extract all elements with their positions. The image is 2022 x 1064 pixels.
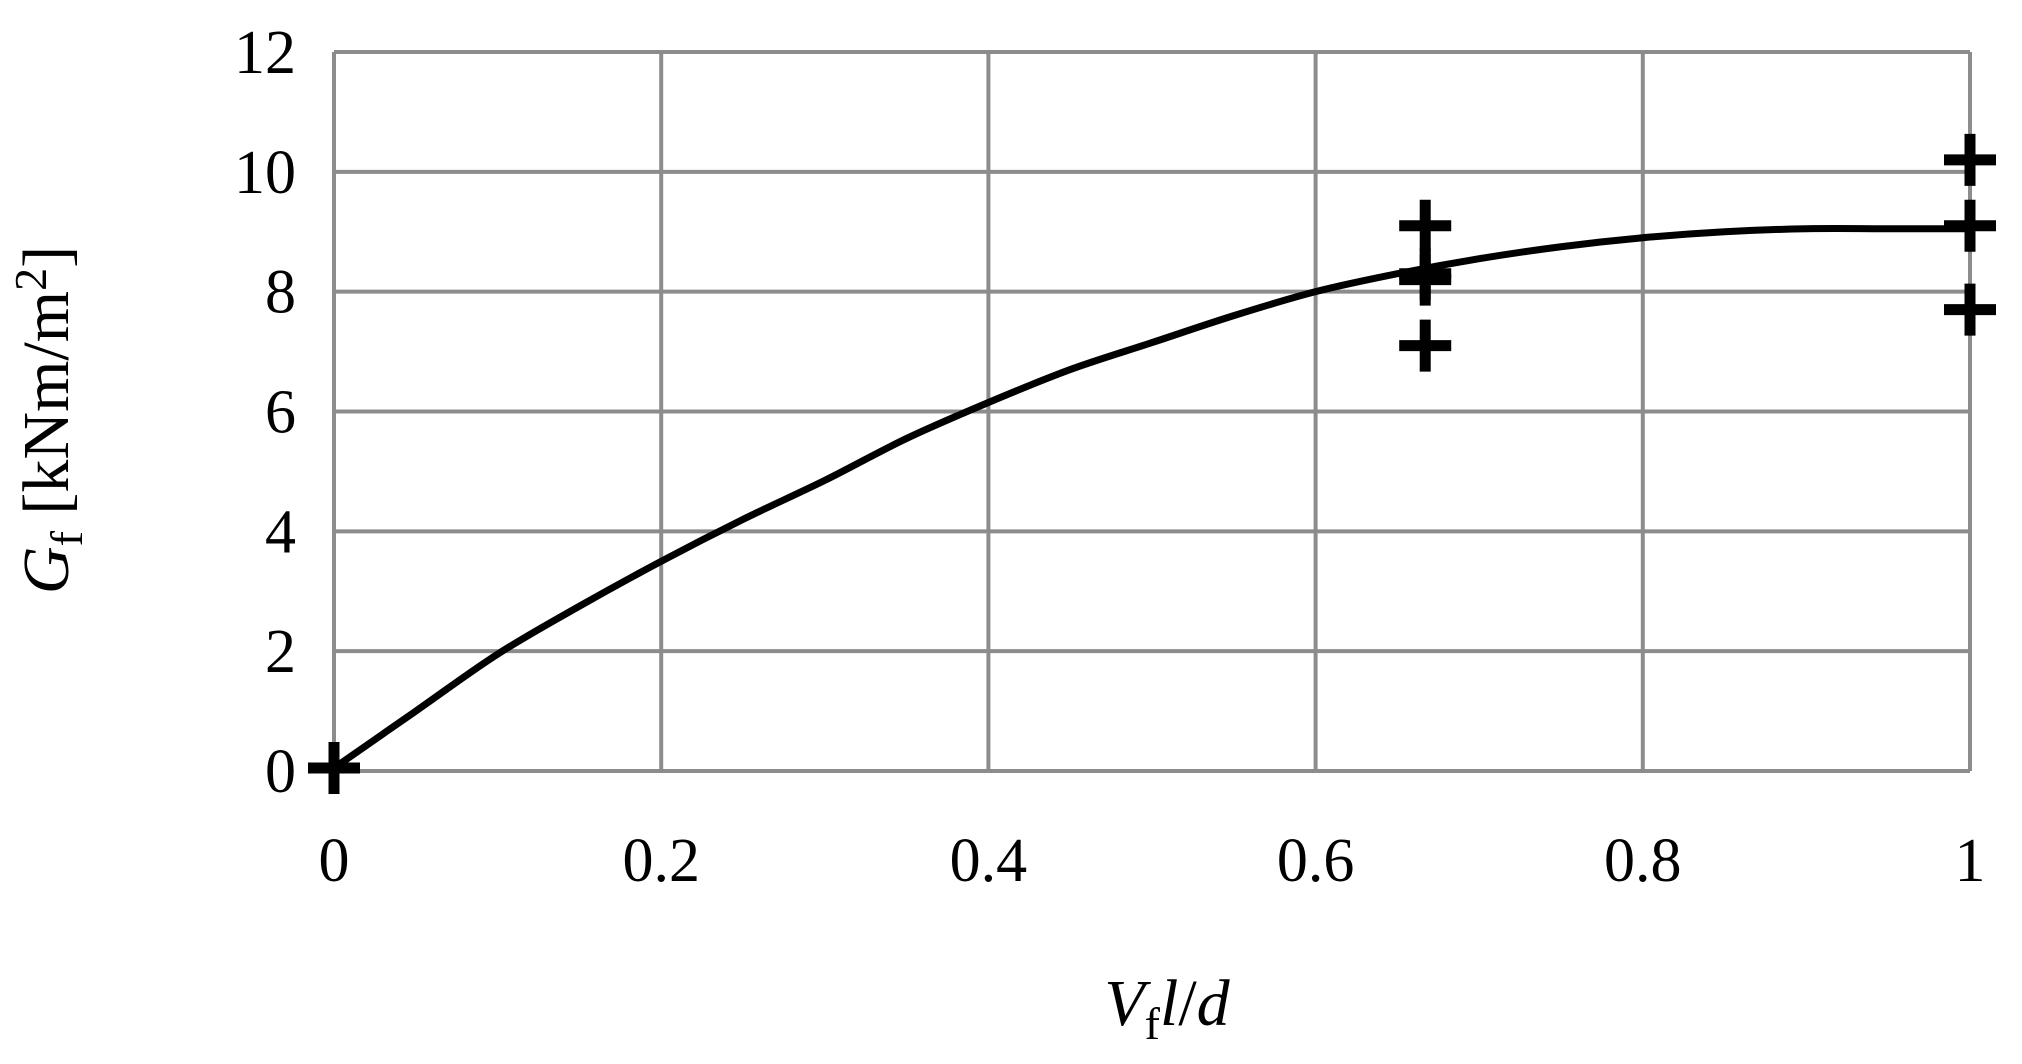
y-tick-labels: 0 2 4 6 8 10 12 bbox=[234, 19, 296, 806]
y-tick-label: 8 bbox=[265, 259, 296, 327]
y-axis-title-subscript: f bbox=[41, 530, 92, 546]
y-axis-title-unit: [kNm/m bbox=[10, 291, 83, 531]
x-tick-label: 0 bbox=[319, 827, 350, 895]
data-point-plus bbox=[1944, 199, 1996, 252]
x-tick-label: 0.8 bbox=[1604, 827, 1682, 895]
data-point-plus bbox=[1944, 133, 1996, 186]
y-axis-title-main: G bbox=[10, 546, 83, 594]
y-axis-title-unit-superscript: 2 bbox=[5, 268, 56, 291]
grid-layer bbox=[332, 50, 1972, 773]
data-point-plus bbox=[1399, 253, 1452, 306]
x-axis-title-main: V bbox=[1104, 967, 1151, 1040]
data-points-layer bbox=[308, 133, 1996, 795]
fit-curve-layer bbox=[330, 225, 1974, 772]
x-axis-title-tail: d bbox=[1197, 967, 1231, 1040]
y-tick-label: 10 bbox=[234, 139, 296, 207]
y-tick-label: 6 bbox=[265, 379, 296, 447]
fit-curve bbox=[330, 225, 1974, 772]
x-tick-labels: 0 0.2 0.4 0.6 0.8 1 bbox=[319, 827, 1986, 895]
x-axis-title-var: l bbox=[1160, 967, 1178, 1040]
x-tick-label: 1 bbox=[1955, 827, 1986, 895]
x-axis-title-slash: / bbox=[1178, 967, 1197, 1040]
data-point-plus bbox=[1399, 199, 1452, 252]
y-tick-label: 0 bbox=[265, 738, 296, 806]
x-axis-title-subscript: f bbox=[1145, 998, 1161, 1049]
y-tick-label: 12 bbox=[234, 19, 296, 87]
y-tick-label: 2 bbox=[265, 618, 296, 686]
x-axis-title: Vfl/d bbox=[1104, 967, 1230, 1049]
x-tick-label: 0.2 bbox=[622, 827, 700, 895]
data-point-plus bbox=[1944, 283, 1996, 336]
data-point-plus bbox=[1399, 319, 1452, 372]
x-tick-label: 0.6 bbox=[1277, 827, 1355, 895]
y-tick-label: 4 bbox=[265, 498, 296, 566]
data-point-plus bbox=[308, 742, 360, 795]
x-tick-label: 0.4 bbox=[950, 827, 1028, 895]
y-axis-title: Gf [kNm/m2] bbox=[5, 246, 92, 594]
y-axis-title-unit-close: ] bbox=[10, 246, 83, 268]
